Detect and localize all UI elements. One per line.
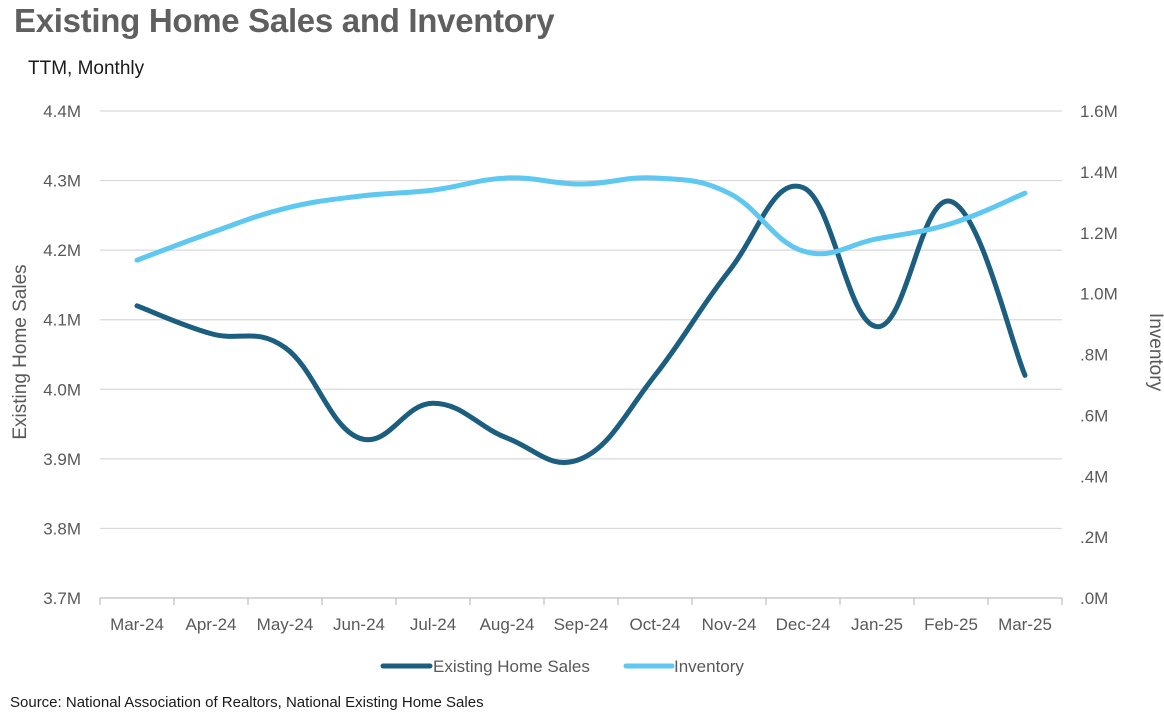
right-tick-label: 1.2M	[1080, 224, 1118, 243]
x-tick-label: Feb-25	[924, 615, 978, 634]
x-tick-label: Mar-24	[110, 615, 164, 634]
left-tick-label: 4.2M	[43, 241, 81, 260]
left-axis-title: Existing Home Sales	[10, 264, 31, 439]
series-line-existing-home-sales	[134, 183, 1028, 466]
right-tick-label: .8M	[1080, 346, 1108, 365]
x-tick-label: Aug-24	[480, 615, 535, 634]
x-tick-label: Jun-24	[333, 615, 385, 634]
x-tick-label: Mar-25	[998, 615, 1052, 634]
x-tick-label: May-24	[257, 615, 314, 634]
left-tick-label: 4.4M	[43, 102, 81, 121]
x-axis-ticks: Mar-24 Apr-24 May-24 Jun-24 Jul-24 Aug-24 Sep-…	[99, 598, 1063, 634]
series-line-inventory	[134, 175, 1028, 263]
right-tick-label: .0M	[1080, 589, 1108, 608]
source-note: Source: National Association of Realtors…	[10, 694, 484, 711]
right-tick-label: 1.4M	[1080, 163, 1118, 182]
left-tick-label: 3.7M	[43, 589, 81, 608]
x-tick-label: Nov-24	[702, 615, 757, 634]
chart-subtitle: TTM, Monthly	[28, 58, 145, 79]
left-tick-label: 3.8M	[43, 519, 81, 538]
chart-title: Existing Home Sales and Inventory	[14, 2, 555, 39]
x-tick-label: Apr-24	[185, 615, 236, 634]
x-tick-label: Oct-24	[629, 615, 680, 634]
right-tick-label: 1.6M	[1080, 102, 1118, 121]
series-lines	[134, 175, 1028, 466]
left-tick-label: 4.0M	[43, 380, 81, 399]
legend-label-sales: Existing Home Sales	[433, 657, 590, 676]
left-tick-label: 4.3M	[43, 172, 81, 191]
legend-label-inventory: Inventory	[674, 657, 744, 676]
x-tick-label: Dec-24	[776, 615, 831, 634]
left-axis-ticks: 4.4M 4.3M 4.2M 4.1M 4.0M 3.9M 3.8M 3.7M	[43, 102, 81, 608]
x-tick-label: Sep-24	[554, 615, 609, 634]
legend: Existing Home Sales Inventory	[380, 657, 744, 676]
right-axis-title: Inventory	[1145, 313, 1164, 392]
x-tick-label: Jan-25	[851, 615, 903, 634]
left-tick-label: 3.9M	[43, 450, 81, 469]
right-axis-ticks: 1.6M 1.4M 1.2M 1.0M .8M .6M .4M .2M .0M	[1080, 102, 1118, 608]
right-tick-label: 1.0M	[1080, 285, 1118, 304]
right-tick-label: .6M	[1080, 406, 1108, 425]
x-tick-label: Jul-24	[410, 615, 456, 634]
line-chart: 4.4M 4.3M 4.2M 4.1M 4.0M 3.9M 3.8M 3.7M 1.6M 1.4…	[10, 102, 1164, 676]
left-tick-label: 4.1M	[43, 311, 81, 330]
right-tick-label: .4M	[1080, 467, 1108, 486]
right-tick-label: .2M	[1080, 528, 1108, 547]
